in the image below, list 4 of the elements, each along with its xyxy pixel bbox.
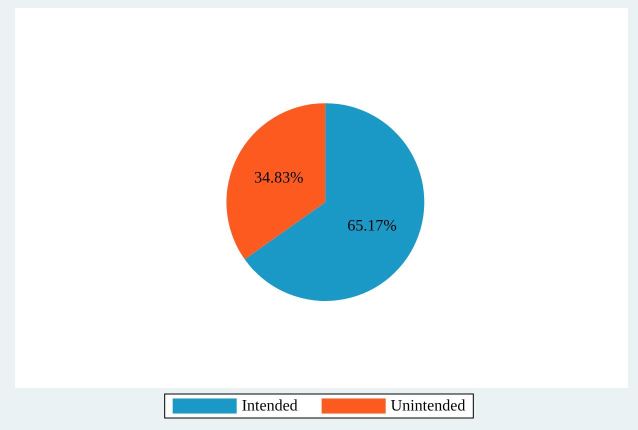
legend-label: Intended: [242, 398, 298, 414]
data-label: 34.83%: [254, 170, 304, 187]
data-label: 65.17%: [347, 218, 397, 235]
legend-label: Unintended: [390, 398, 466, 414]
